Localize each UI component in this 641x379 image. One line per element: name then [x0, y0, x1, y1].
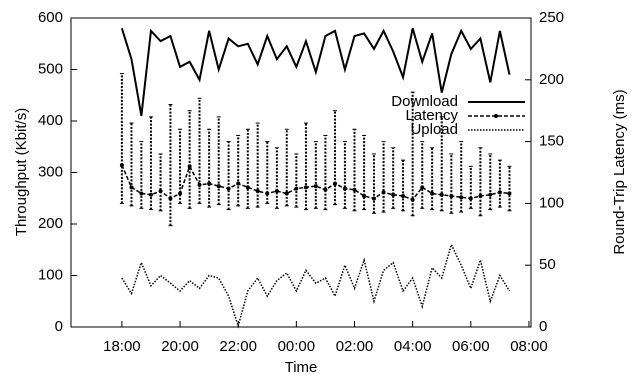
point [497, 190, 502, 195]
point [197, 182, 202, 187]
y-tick-label: 0 [55, 318, 63, 335]
point [119, 163, 124, 168]
point [216, 184, 221, 189]
y-tick-label: 200 [38, 215, 63, 232]
y-tick-label: 400 [38, 112, 63, 129]
x-tick-label: 22:00 [219, 338, 257, 355]
point [371, 196, 376, 201]
y2-tick-label: 250 [539, 9, 564, 26]
point [148, 192, 153, 197]
point [187, 164, 192, 169]
x-tick-label: 20:00 [161, 338, 199, 355]
point [401, 193, 406, 198]
y2-tick-label: 200 [539, 71, 564, 88]
point [303, 185, 308, 190]
y2-tick-label: 150 [539, 133, 564, 150]
point [236, 181, 241, 186]
legend-label: Download [391, 93, 458, 110]
point [158, 189, 163, 194]
y-tick-label: 500 [38, 60, 63, 77]
point [381, 190, 386, 195]
legend-label: Upload [410, 121, 458, 138]
x-tick-label: 04:00 [394, 338, 432, 355]
y2-tick-label: 100 [539, 194, 564, 211]
y2-tick-label: 50 [539, 256, 556, 273]
series-line [121, 242, 511, 329]
x-tick-label: 00:00 [278, 338, 316, 355]
y2-tick-label: 0 [539, 318, 547, 335]
point [478, 193, 483, 198]
point [178, 191, 183, 196]
point [274, 189, 279, 194]
point [488, 192, 493, 197]
x-axis-label: Time [285, 359, 318, 376]
point [139, 191, 144, 196]
y-tick-label: 300 [38, 163, 63, 180]
point [439, 192, 444, 197]
point [430, 191, 435, 196]
point [459, 195, 464, 200]
point [313, 184, 318, 189]
point [265, 191, 270, 196]
point [129, 185, 134, 190]
y-tick-label: 600 [38, 9, 63, 26]
y-axis-label: Throughput (Kbit/s) [13, 108, 30, 236]
point [168, 196, 173, 201]
point [323, 187, 328, 192]
y2-axis-label: Round-Trip Latency (ms) [611, 89, 628, 254]
point [391, 192, 396, 197]
x-tick-label: 18:00 [103, 338, 141, 355]
point [420, 185, 425, 190]
point [507, 191, 512, 196]
point [410, 197, 415, 202]
point [226, 186, 231, 191]
point [284, 191, 289, 196]
point [352, 187, 357, 192]
legend-label: Latency [405, 107, 458, 124]
point [362, 193, 367, 198]
point [294, 186, 299, 191]
series-line [120, 28, 511, 117]
point [207, 181, 212, 186]
y-tick-label: 100 [38, 266, 63, 283]
point [468, 196, 473, 201]
point [449, 193, 454, 198]
point [245, 185, 250, 190]
point [342, 186, 347, 191]
x-tick-label: 02:00 [336, 338, 374, 355]
x-tick-label: 08:00 [510, 338, 548, 355]
point [333, 181, 338, 186]
x-tick-label: 06:00 [452, 338, 490, 355]
point [255, 189, 260, 194]
legend-marker [494, 114, 498, 118]
series-line [121, 164, 510, 201]
